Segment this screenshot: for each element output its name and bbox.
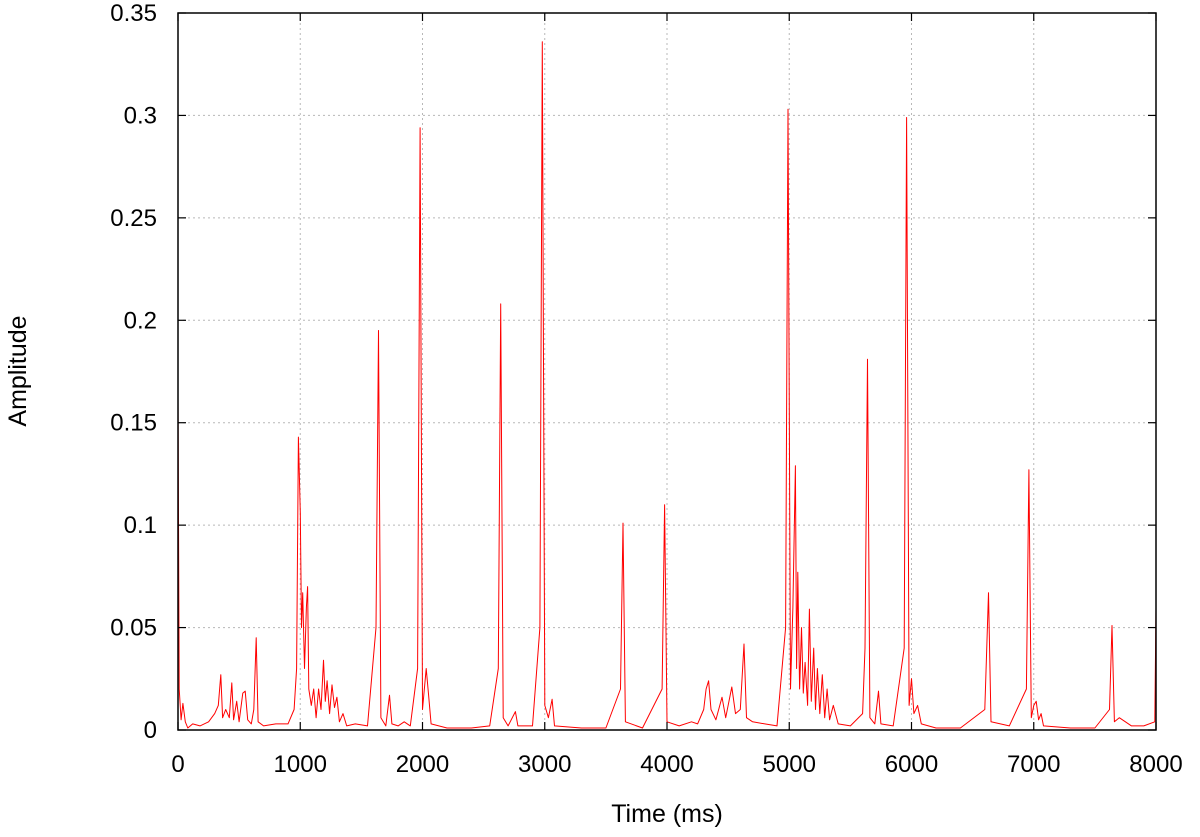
y-tick-label: 0.15 (110, 410, 157, 437)
tick-marks (177, 12, 1157, 731)
y-tick-label: 0.1 (124, 512, 157, 539)
x-tick-label: 3000 (518, 751, 571, 778)
x-axis-title: Time (ms) (611, 800, 723, 828)
x-tick-label: 5000 (763, 751, 816, 778)
y-tick-label: 0.3 (124, 102, 157, 129)
x-tick-label: 7000 (1007, 751, 1060, 778)
x-tick-label: 1000 (274, 751, 327, 778)
y-tick-label: 0.25 (110, 205, 157, 232)
x-tick-label: 0 (171, 751, 184, 778)
x-tick-labels: 0 1000 2000 3000 4000 5000 6000 7000 8000 (171, 751, 1182, 778)
y-axis-title: Amplitude (4, 315, 32, 426)
y-tick-label: 0 (144, 717, 157, 744)
y-tick-label: 0.05 (110, 615, 157, 642)
amplitude-series-line (177, 41, 1157, 729)
x-tick-label: 6000 (885, 751, 938, 778)
plot-frame (177, 12, 1157, 731)
x-tick-label: 4000 (640, 751, 693, 778)
grid-lines (178, 13, 1156, 730)
y-tick-labels: 0 0.05 0.1 0.15 0.2 0.25 0.3 0.35 (110, 0, 157, 744)
series-layer (177, 41, 1157, 729)
x-tick-label: 8000 (1129, 751, 1182, 778)
x-tick-label: 2000 (396, 751, 449, 778)
y-tick-label: 0.2 (124, 307, 157, 334)
y-tick-label: 0.35 (110, 0, 157, 27)
